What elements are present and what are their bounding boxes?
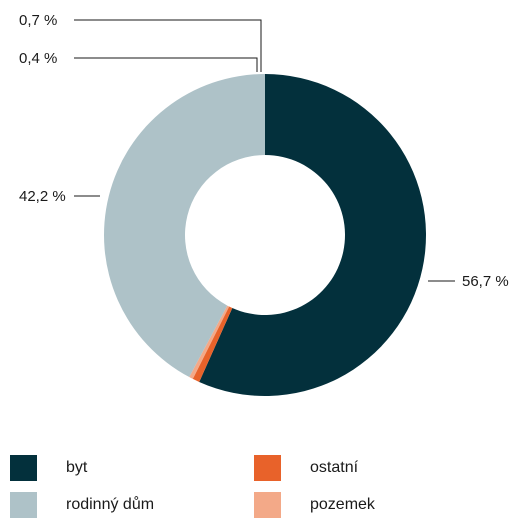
slice-byt [199,74,427,397]
legend-label-pozemek: pozemek [310,496,375,513]
leader-ostatni [74,19,262,72]
legend-swatch-ostatni [254,455,281,481]
value-label-byt: 56,7 % [462,273,509,290]
donut-chart: 56,7 % 0,7 % 0,4 % 42,2 % [19,12,509,397]
slices [103,74,427,397]
value-label-rodinny-dum: 42,2 % [19,188,66,205]
legend-label-byt: byt [66,459,88,476]
legend-item-byt: byt [10,455,87,481]
legend-label-rodinny-dum: rodinný dům [66,496,155,513]
leader-lines [74,19,455,282]
legend-swatch-pozemek [254,492,281,518]
slice-rodinný-dům [103,74,265,378]
legend-label-ostatni: ostatní [310,459,359,476]
value-label-pozemek: 0,4 % [19,50,57,67]
leader-pozemek [74,57,258,72]
legend-item-rodinny-dum: rodinný dům [10,492,154,518]
legend-item-ostatni: ostatní [254,455,358,481]
legend-swatch-rodinny-dum [10,492,37,518]
legend-swatch-byt [10,455,37,481]
value-label-ostatni: 0,7 % [19,12,57,29]
legend-item-pozemek: pozemek [254,492,375,518]
slice-ostatní [192,306,233,382]
slice-pozemek [189,305,230,379]
